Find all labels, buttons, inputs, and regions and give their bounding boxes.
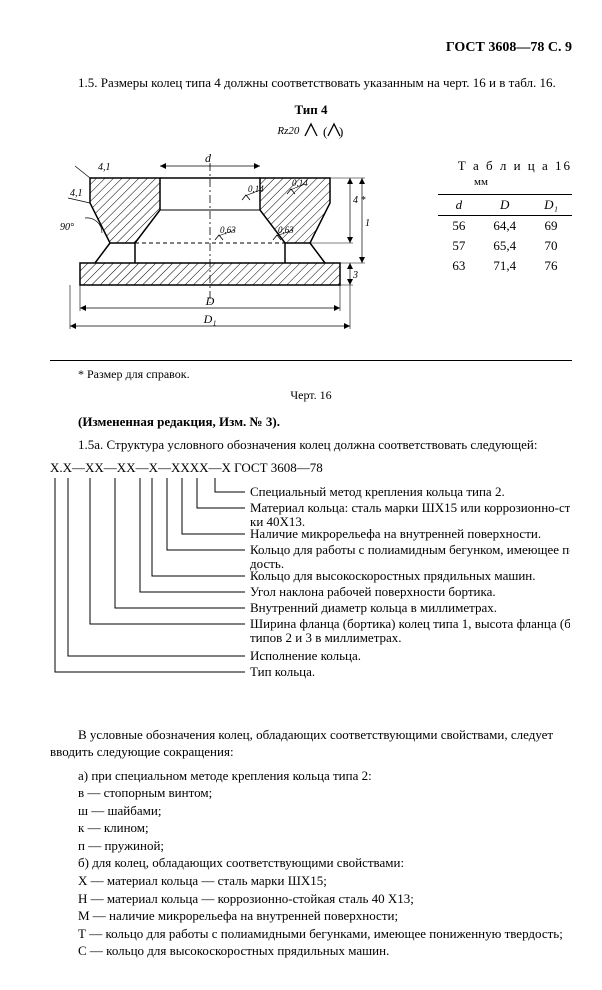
svg-text:Угол наклона рабочей поверхнос: Угол наклона рабочей поверхности бортика… (250, 584, 496, 599)
table-row: 56 64,4 69 (438, 215, 572, 236)
svg-text:0,14: 0,14 (248, 184, 264, 194)
svg-text:0,63: 0,63 (220, 225, 236, 235)
figure-caption: Черт. 16 (50, 388, 572, 403)
abbr-group-a: а) при специальном методе крепления коль… (50, 767, 572, 785)
abbr-group-b: б) для колец, обладающих соответствующим… (50, 854, 572, 872)
list-item: Т — кольцо для работы с полиамидными бег… (50, 925, 572, 943)
rz-label: Rz20 (277, 125, 299, 137)
svg-text:Внутренний диаметр кольца в ми: Внутренний диаметр кольца в миллиметрах. (250, 600, 497, 615)
table16: d D D₁ 56 64,4 69 57 65,4 70 (438, 194, 572, 276)
list-item: Н — материал кольца — коррозионно-стойка… (50, 890, 572, 908)
list-item: в — стопорным винтом; (50, 784, 572, 802)
svg-text:D₁: D₁ (203, 312, 217, 326)
svg-text:(: ( (323, 124, 327, 139)
svg-text:): ) (339, 124, 343, 139)
page-header: ГОСТ 3608—78 С. 9 (50, 40, 572, 56)
svg-text:d: d (205, 151, 212, 165)
svg-text:Материал кольца: сталь марки Ш: Материал кольца: сталь марки ШХ15 или ко… (250, 500, 570, 515)
figure-footnote: * Размер для справок. (50, 367, 572, 382)
list-item: Х — материал кольца — сталь марки ШХ15; (50, 872, 572, 890)
col-d: d (438, 194, 479, 215)
list-item: С — кольцо для высокоскоростных прядильн… (50, 942, 572, 960)
svg-text:типов 2 и 3 в миллиметрах.: типов 2 и 3 в миллиметрах. (250, 630, 402, 645)
section-1-5a-intro: 1.5а. Структура условного обозначения ко… (50, 436, 572, 454)
section-1-5: 1.5. Размеры колец типа 4 должны соответ… (50, 74, 572, 92)
col-D1: D₁ (530, 194, 572, 215)
svg-text:Ширина фланца (бортика) колец: Ширина фланца (бортика) колец типа 1, вы… (250, 616, 570, 631)
abbr-intro: В условные обозначения колец, обладающих… (50, 726, 572, 761)
svg-text:3: 3 (352, 270, 358, 281)
col-D: D (479, 194, 530, 215)
list-item: п — пружиной; (50, 837, 572, 855)
svg-text:Тип кольца.: Тип кольца. (250, 664, 315, 679)
svg-text:90°: 90° (60, 222, 74, 233)
drawing-figure: d D D₁ 4,1 4,1 90° (50, 148, 370, 338)
svg-text:0,14: 0,14 (292, 178, 308, 188)
table-row: 57 65,4 70 (438, 236, 572, 256)
svg-text:4,1: 4,1 (70, 188, 83, 199)
type-label: Тип 4 (50, 102, 572, 118)
designation-structure-diagram: Специальный метод крепления кольца типа … (50, 478, 570, 708)
separator (50, 360, 572, 361)
svg-text:0,63: 0,63 (278, 225, 294, 235)
table-row: 63 71,4 76 (438, 256, 572, 276)
svg-text:4 *: 4 * (353, 195, 366, 206)
svg-text:Кольцо для работы с полиамидны: Кольцо для работы с полиамидным бегунком… (250, 542, 570, 557)
table16-unit: мм (390, 176, 572, 188)
svg-text:10: 10 (365, 218, 370, 229)
list-item: ш — шайбами; (50, 802, 572, 820)
surface-symbol-icon: ( ) (303, 122, 345, 140)
list-item: к — клином; (50, 819, 572, 837)
svg-text:4,1: 4,1 (98, 162, 111, 173)
svg-text:D: D (205, 294, 215, 308)
table16-title: Т а б л и ц а 16 (390, 158, 572, 174)
list-item: М — наличие микрорельефа на внутренней п… (50, 907, 572, 925)
svg-text:Специальный метод крепления ко: Специальный метод крепления кольца типа … (250, 484, 505, 499)
svg-text:Исполнение кольца.: Исполнение кольца. (250, 648, 361, 663)
revision-note: (Измененная редакция, Изм. № 3). (50, 413, 572, 431)
svg-text:Наличие микрорельефа на внутре: Наличие микрорельефа на внутренней повер… (250, 526, 541, 541)
svg-text:Кольцо для высокоскоростных пр: Кольцо для высокоскоростных прядильных м… (250, 568, 536, 583)
pattern-line: Х.Х—ХХ—ХХ—Х—ХХХХ—Х ГОСТ 3608—78 (50, 460, 572, 476)
